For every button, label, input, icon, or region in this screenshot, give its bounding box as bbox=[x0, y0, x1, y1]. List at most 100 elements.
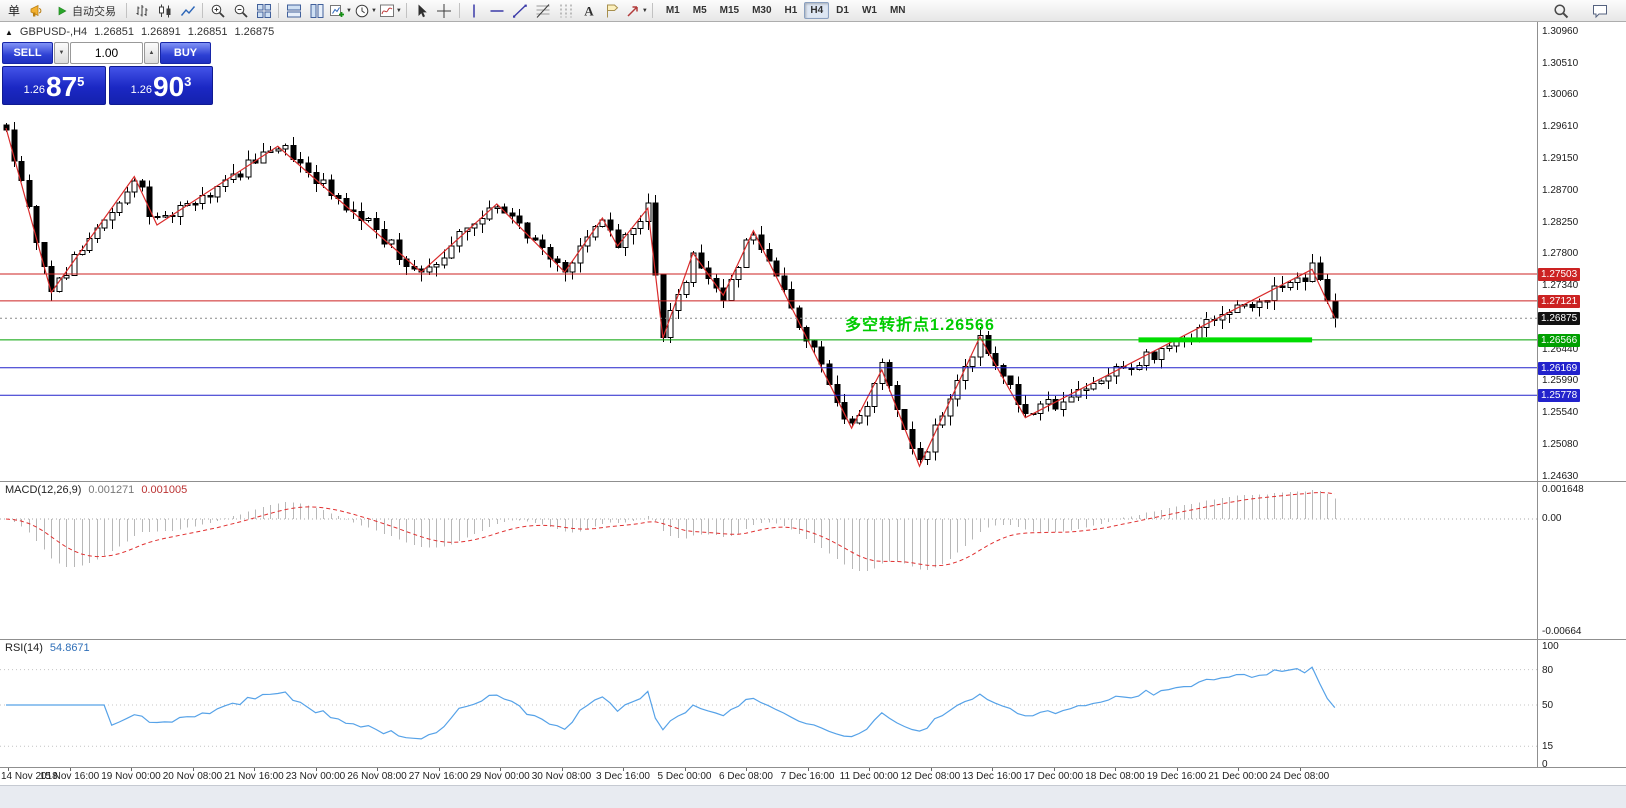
toolbar-right-icons bbox=[1549, 0, 1623, 21]
period-icon[interactable]: ▼ bbox=[353, 0, 378, 21]
time-axis-label: 20 Nov 08:00 bbox=[162, 771, 223, 782]
ohlc-high: 1.26891 bbox=[140, 26, 181, 38]
macd-label: MACD(12,26,9) 0.001271 0.001005 bbox=[5, 484, 187, 496]
trendline-icon[interactable] bbox=[509, 0, 532, 21]
vertical-line-icon[interactable] bbox=[463, 0, 486, 21]
sell-price-sup: 5 bbox=[77, 74, 85, 89]
timeframe-h1-button[interactable]: H1 bbox=[784, 5, 798, 16]
cycle-lines-icon[interactable] bbox=[555, 0, 578, 21]
rsi-indicator-panel[interactable]: RSI(14) 54.8671 100 80 50 15 0 bbox=[0, 639, 1626, 770]
macd-axis-label: 0.001648 bbox=[1542, 484, 1584, 495]
timeframe-w1-button[interactable]: W1 bbox=[861, 5, 877, 16]
timeframe-m1-button[interactable]: M1 bbox=[665, 5, 680, 16]
time-axis-label: 21 Nov 16:00 bbox=[224, 771, 284, 782]
price-axis-tick: 1.30060 bbox=[1542, 89, 1579, 100]
tile-windows-icon[interactable] bbox=[252, 0, 275, 21]
timeframe-mn-button[interactable]: MN bbox=[889, 5, 906, 16]
macd-axis-label: -0.00664 bbox=[1542, 626, 1582, 637]
price-axis-tick: 1.25990 bbox=[1542, 375, 1579, 386]
time-axis-tick bbox=[746, 768, 747, 771]
time-axis-label: 12 Dec 08:00 bbox=[900, 771, 961, 782]
time-axis-tick bbox=[1176, 768, 1178, 771]
volume-increase-button[interactable]: ▲ bbox=[144, 42, 159, 64]
main-chart-panel[interactable]: ▲ GBPUSD-,H4 1.26851 1.26891 1.26851 1.2… bbox=[0, 22, 1626, 482]
price-line-badge: 1.26169 bbox=[1538, 362, 1581, 375]
current-price-badge: 1.26875 bbox=[1538, 312, 1581, 325]
macd-indicator-panel[interactable]: MACD(12,26,9) 0.001271 0.001005 0.001648… bbox=[0, 481, 1626, 639]
macd-signal-line bbox=[5, 491, 1335, 567]
time-axis-tick bbox=[807, 768, 809, 771]
macd-chart bbox=[0, 490, 1537, 572]
horizontal-line-icon[interactable] bbox=[486, 0, 509, 21]
buy-price-button[interactable]: 1.26 90 3 bbox=[109, 66, 213, 105]
sell-button[interactable]: SELL bbox=[2, 42, 53, 64]
timeframe-d1-button[interactable]: D1 bbox=[836, 5, 849, 16]
fibonacci-icon[interactable] bbox=[532, 0, 555, 21]
label-icon[interactable] bbox=[601, 0, 624, 21]
crosshair-icon[interactable] bbox=[433, 0, 456, 21]
time-axis-label: 18 Dec 08:00 bbox=[1085, 771, 1145, 782]
time-axis-label: 15 Nov 16:00 bbox=[39, 771, 100, 782]
candlestick-chart-icon[interactable] bbox=[153, 0, 176, 21]
volume-input[interactable] bbox=[70, 42, 143, 64]
time-axis-label: 6 Dec 08:00 bbox=[719, 771, 773, 782]
chevron-down-icon[interactable]: ▼ bbox=[395, 7, 402, 14]
time-axis-label: 7 Dec 16:00 bbox=[780, 771, 835, 782]
cursor-icon[interactable] bbox=[410, 0, 433, 21]
macd-value-main: 0.001271 bbox=[88, 484, 135, 496]
arrows-icon[interactable]: ▼ bbox=[624, 0, 649, 21]
time-axis-label: 24 Dec 08:00 bbox=[1269, 771, 1330, 782]
price-axis-tick: 1.28700 bbox=[1542, 185, 1579, 196]
chevron-down-icon[interactable]: ▼ bbox=[370, 7, 377, 14]
template-icon[interactable]: ▼ bbox=[378, 0, 403, 21]
time-axis-label: 27 Nov 16:00 bbox=[408, 771, 469, 782]
timeframe-m5-button[interactable]: M5 bbox=[692, 5, 707, 16]
timeframe-toolbar: M1 M5 M15 M30 H1 H4 D1 W1 MN bbox=[660, 2, 912, 19]
timeframe-m30-button[interactable]: M30 bbox=[752, 5, 772, 16]
menu-order-label[interactable]: 单 bbox=[8, 4, 21, 18]
price-axis-tick: 1.24630 bbox=[1542, 471, 1579, 482]
tile-horizontal-icon[interactable] bbox=[282, 0, 305, 21]
buy-button[interactable]: BUY bbox=[160, 42, 211, 64]
price-axis-tick: 1.27800 bbox=[1542, 248, 1579, 259]
one-click-trading-panel: SELL ▼ ▲ BUY 1.26 87 5 1.26 90 3 bbox=[2, 42, 213, 105]
toolbar-separator bbox=[278, 3, 280, 18]
time-axis-label: 3 Dec 16:00 bbox=[596, 771, 650, 782]
timeframe-m15-button[interactable]: M15 bbox=[719, 5, 740, 16]
status-strip bbox=[0, 785, 1626, 808]
chat-icon[interactable] bbox=[1588, 0, 1611, 21]
tile-vertical-icon[interactable] bbox=[305, 0, 328, 21]
text-icon[interactable]: A bbox=[578, 0, 601, 21]
auto-trading-button[interactable]: 自动交易 bbox=[48, 0, 123, 21]
price-scale-divider bbox=[1537, 22, 1538, 767]
line-chart-icon[interactable] bbox=[176, 0, 199, 21]
macd-name: MACD(12,26,9) bbox=[5, 484, 82, 496]
chevron-down-icon[interactable]: ▼ bbox=[641, 7, 648, 14]
volume-decrease-button[interactable]: ▼ bbox=[54, 42, 69, 64]
ohlc-low: 1.26851 bbox=[187, 26, 228, 38]
bar-chart-icon[interactable] bbox=[130, 0, 153, 21]
symbol-collapse-icon[interactable]: ▲ bbox=[5, 27, 13, 37]
time-axis-tick bbox=[930, 768, 932, 771]
rsi-axis-label: 0 bbox=[1542, 759, 1548, 770]
price-line-badge: 1.27121 bbox=[1538, 295, 1581, 308]
zigzag-line bbox=[5, 127, 1336, 468]
toolbar-separator bbox=[126, 3, 128, 18]
time-axis-label: 21 Dec 00:00 bbox=[1208, 771, 1268, 782]
zoom-in-icon[interactable] bbox=[206, 0, 229, 21]
sell-price-button[interactable]: 1.26 87 5 bbox=[2, 66, 106, 105]
zoom-out-icon[interactable] bbox=[229, 0, 252, 21]
pivot-annotation: 多空转折点1.26566 bbox=[845, 317, 995, 334]
time-axis-tick bbox=[8, 768, 9, 771]
time-axis[interactable]: 14 Nov 2018 15 Nov 16:00 19 Nov 00:00 20 No… bbox=[0, 767, 1626, 785]
chevron-down-icon[interactable]: ▼ bbox=[346, 7, 352, 14]
price-axis-tick: 1.30510 bbox=[1542, 58, 1579, 69]
new-order-icon[interactable]: ▼ bbox=[328, 0, 353, 21]
toolbar-separator bbox=[202, 3, 204, 18]
time-axis-tick bbox=[1238, 768, 1239, 771]
candlestick-chart bbox=[0, 122, 1537, 468]
price-axis-tick: 1.30960 bbox=[1542, 26, 1579, 37]
search-icon[interactable] bbox=[1549, 0, 1572, 21]
timeframe-h4-button[interactable]: H4 bbox=[804, 2, 830, 19]
megaphone-icon[interactable] bbox=[25, 0, 48, 21]
